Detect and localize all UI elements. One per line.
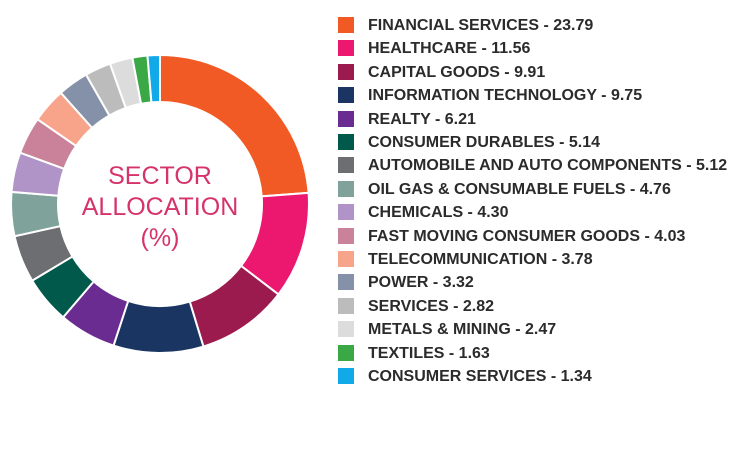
- legend-swatch: [338, 274, 354, 291]
- legend-item: CONSUMER DURABLES - 5.14: [338, 131, 750, 154]
- legend-swatch: [338, 251, 354, 268]
- legend-label: AUTOMOBILE AND AUTO COMPONENTS - 5.12: [368, 157, 728, 175]
- legend-swatch: [338, 297, 354, 314]
- donut-center-label: SECTOR ALLOCATION (%): [60, 161, 260, 254]
- legend-label: FAST MOVING CONSUMER GOODS - 4.03: [368, 227, 686, 245]
- legend-label: CAPITAL GOODS - 9.91: [368, 63, 546, 81]
- legend: FINANCIAL SERVICES - 23.79 HEALTHCARE - 1…: [338, 14, 750, 389]
- legend-item: FAST MOVING CONSUMER GOODS - 4.03: [338, 225, 750, 248]
- legend-item: TELECOMMUNICATION - 3.78: [338, 248, 750, 271]
- legend-swatch: [338, 368, 354, 385]
- legend-item: CHEMICALS - 4.30: [338, 201, 750, 224]
- legend-label: INFORMATION TECHNOLOGY - 9.75: [368, 87, 643, 105]
- legend-label: CHEMICALS - 4.30: [368, 204, 509, 222]
- legend-item: OIL GAS & CONSUMABLE FUELS - 4.76: [338, 178, 750, 201]
- legend-label: FINANCIAL SERVICES - 23.79: [368, 17, 594, 34]
- legend-label: TEXTILES - 1.63: [368, 344, 490, 362]
- legend-item: METALS & MINING - 2.47: [338, 318, 750, 341]
- center-label-line-1: SECTOR: [108, 162, 212, 190]
- legend-label: CONSUMER SERVICES - 1.34: [368, 368, 592, 386]
- legend-label: TELECOMMUNICATION - 3.78: [368, 251, 593, 269]
- legend-label: CONSUMER DURABLES - 5.14: [368, 134, 601, 152]
- legend-swatch: [338, 63, 354, 80]
- legend-swatch: [338, 204, 354, 221]
- legend-item: INFORMATION TECHNOLOGY - 9.75: [338, 84, 750, 107]
- donut-slice: [146, 53, 161, 104]
- legend-item: CONSUMER SERVICES - 1.34: [338, 365, 750, 388]
- donut-slice: [112, 299, 205, 354]
- legend-swatch: [338, 40, 354, 57]
- legend-label: REALTY - 6.21: [368, 110, 476, 128]
- legend-label: OIL GAS & CONSUMABLE FUELS - 4.76: [368, 180, 671, 198]
- legend-item: POWER - 3.32: [338, 271, 750, 294]
- legend-item: REALTY - 6.21: [338, 108, 750, 131]
- center-label-line-3: (%): [140, 224, 180, 252]
- legend-item: CAPITAL GOODS - 9.91: [338, 61, 750, 84]
- legend-item: AUTOMOBILE AND AUTO COMPONENTS - 5.12: [338, 154, 750, 177]
- legend-label: HEALTHCARE - 11.56: [368, 40, 531, 58]
- legend-item: TEXTILES - 1.63: [338, 342, 750, 365]
- legend-swatch: [338, 227, 354, 244]
- legend-label: SERVICES - 2.82: [368, 297, 494, 315]
- center-label-line-2: ALLOCATION: [81, 193, 239, 221]
- legend-label: METALS & MINING - 2.47: [368, 321, 557, 339]
- legend-swatch: [338, 344, 354, 361]
- legend-swatch: [338, 180, 354, 197]
- legend-swatch: [338, 321, 354, 338]
- legend-swatch: [338, 110, 354, 127]
- legend-swatch: [338, 157, 354, 174]
- legend-swatch: [338, 17, 354, 33]
- legend-item: HEALTHCARE - 11.56: [338, 37, 750, 60]
- legend-label: POWER - 3.32: [368, 274, 474, 292]
- legend-swatch: [338, 87, 354, 104]
- legend-swatch: [338, 134, 354, 151]
- donut-chart: [10, 53, 310, 354]
- legend-item: SERVICES - 2.82: [338, 295, 750, 318]
- legend-item: FINANCIAL SERVICES - 23.79: [338, 14, 750, 37]
